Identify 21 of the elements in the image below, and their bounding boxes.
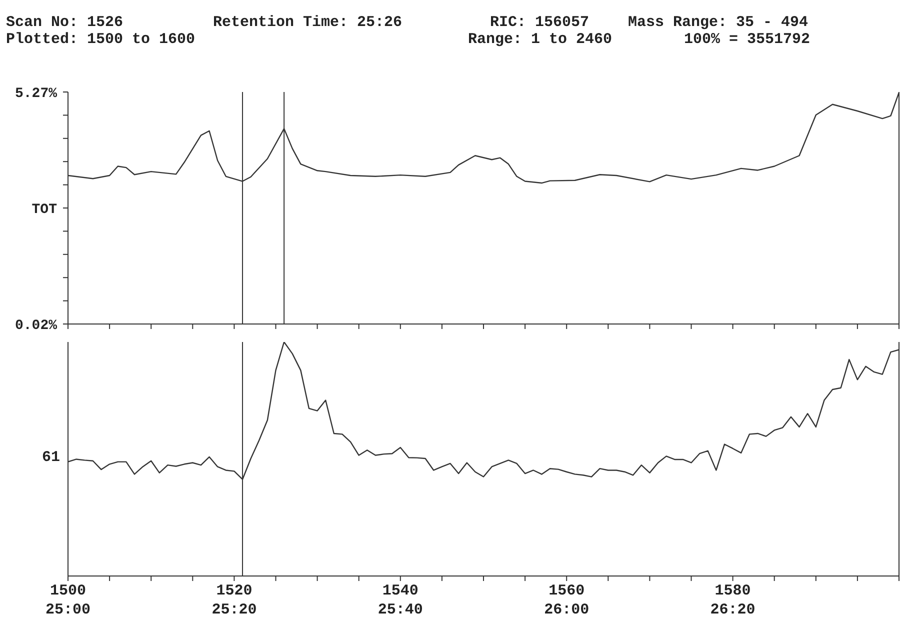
x-tick-label: 1560 bbox=[548, 582, 585, 600]
text: Retention Time: 25:26 bbox=[213, 14, 402, 31]
text: Mass Range: 35 - 494 bbox=[628, 14, 808, 31]
x-tick-label: 1580 bbox=[714, 582, 751, 600]
x-tick-label: 1500 bbox=[50, 582, 86, 600]
text: Range: 1 to 2460 bbox=[468, 31, 612, 48]
x2-tick-label: 25:40 bbox=[378, 602, 423, 618]
x-tick-label: 1520 bbox=[216, 582, 252, 600]
y-tick-label: 5.27% bbox=[14, 86, 58, 102]
x2-tick-label: 25:20 bbox=[212, 602, 257, 618]
series-label: 61 bbox=[40, 449, 60, 466]
text: RIC: 156057 bbox=[490, 14, 590, 31]
text: Plotted: 1500 to 1600 bbox=[6, 31, 196, 48]
text: 100% = 3551792 bbox=[684, 31, 810, 48]
y-tick-label: 0.02% bbox=[14, 318, 58, 334]
text: Scan No: 1526 bbox=[6, 14, 124, 31]
y-tick-label: TOT bbox=[32, 202, 57, 218]
x2-tick-label: 26:20 bbox=[710, 602, 756, 618]
x-tick-label: 1540 bbox=[382, 582, 418, 600]
x2-tick-label: 26:00 bbox=[544, 602, 590, 618]
x2-tick-label: 25:00 bbox=[45, 602, 91, 618]
